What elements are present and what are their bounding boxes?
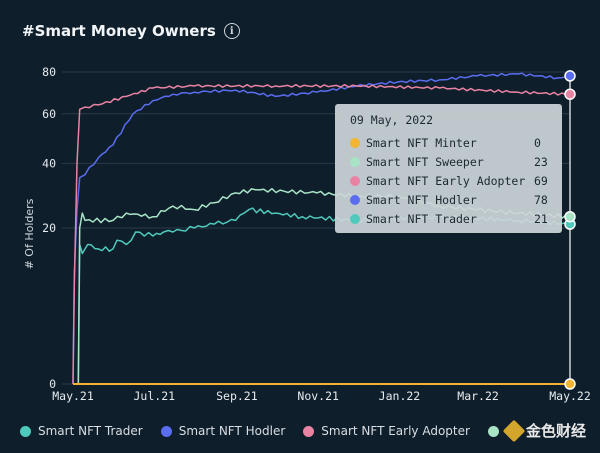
chart-title: #Smart Money Owners i: [22, 22, 240, 40]
tooltip-dot: [350, 214, 360, 225]
tooltip-series-name: Smart NFT Minter: [366, 135, 477, 150]
jinse-logo-icon: [502, 419, 526, 442]
chart-title-text: #Smart Money Owners: [22, 22, 216, 40]
hover-endpoints: [564, 70, 576, 390]
tooltip-series-value: 78: [534, 193, 548, 208]
legend-item[interactable]: Smart NFT Early Adopter: [303, 424, 470, 438]
y-tick-label: 0: [49, 377, 56, 391]
tooltip-dot: [350, 137, 360, 148]
legend-dot: [303, 425, 315, 437]
tooltip-series-name: Smart NFT Hodler: [366, 193, 477, 208]
tooltip-series-name: Smart NFT Trader: [366, 212, 477, 227]
y-tick-label: 20: [42, 221, 56, 235]
x-tick-label: Nov.21: [297, 389, 339, 403]
legend-dot: [160, 425, 172, 437]
hover-tooltip: 09 May, 2022 Smart NFT Minter 0 Smart NFT …: [335, 104, 562, 233]
legend-label: Smart NFT Trader: [38, 424, 143, 438]
tooltip-series-value: 23: [534, 154, 548, 169]
tooltip-row: Smart NFT Sweeper 23: [350, 152, 552, 171]
y-axis-label: # Of Holders: [23, 198, 36, 269]
tooltip-row: Smart NFT Minter 0: [350, 133, 552, 152]
tooltip-dot: [350, 175, 360, 186]
tooltip-row: Smart NFT Early Adopter 69: [350, 171, 552, 190]
series-endpoint-dot: [564, 88, 576, 100]
x-tick-label: Jul.21: [134, 389, 176, 403]
tooltip-dot: [350, 156, 360, 167]
y-tick-label: 80: [42, 65, 56, 79]
tooltip-series-value: 69: [534, 173, 548, 188]
tooltip-series-name: Smart NFT Sweeper: [366, 154, 484, 169]
series-line: [72, 83, 571, 385]
series-line: [73, 207, 571, 385]
legend-dot: [20, 425, 31, 437]
legend-label: Smart NFT Hodler: [178, 424, 286, 438]
watermark: 金色财经: [502, 419, 586, 442]
legend-item[interactable]: Smart NFT Hodler: [160, 424, 286, 438]
info-icon[interactable]: i: [223, 23, 240, 39]
y-tick-label: 40: [42, 156, 56, 170]
series-endpoint-dot: [564, 70, 576, 82]
tooltip-series-name: Smart NFT Early Adopter: [366, 173, 526, 188]
x-tick-label: Sep.21: [216, 389, 258, 403]
legend-item[interactable]: Smart NFT Trader: [20, 424, 143, 438]
series-endpoint-dot: [564, 210, 576, 223]
tooltip-series-value: 21: [534, 212, 548, 227]
x-tick-label: May.21: [52, 389, 94, 403]
tooltip-dot: [350, 195, 360, 206]
y-tick-label: 60: [42, 107, 56, 121]
x-tick-label: May.22: [549, 389, 591, 403]
x-tick-label: Jan.22: [379, 389, 421, 403]
y-axis-ticks: 0 20 40 60 80: [42, 65, 56, 391]
tooltip-date: 09 May, 2022: [350, 113, 434, 127]
legend-label: Smart NFT Early Adopter: [321, 424, 470, 438]
tooltip-row: Smart NFT Hodler 78: [350, 191, 552, 210]
series-endpoint-dot: [564, 378, 576, 390]
watermark-text: 金色财经: [525, 422, 586, 440]
series-line: [72, 72, 571, 385]
tooltip-row: Smart NFT Trader 21: [350, 210, 552, 229]
x-axis-ticks: May.21 Jul.21 Sep.21 Nov.21 Jan.22 Mar.22 May.…: [52, 389, 591, 403]
legend-item[interactable]: [487, 424, 506, 438]
tooltip-series-value: 0: [534, 135, 541, 150]
x-tick-label: Mar.22: [457, 389, 499, 403]
chart-legend: Smart NFT Trader Smart NFT Hodler Smart NF…: [20, 424, 506, 438]
legend-dot: [487, 425, 499, 437]
